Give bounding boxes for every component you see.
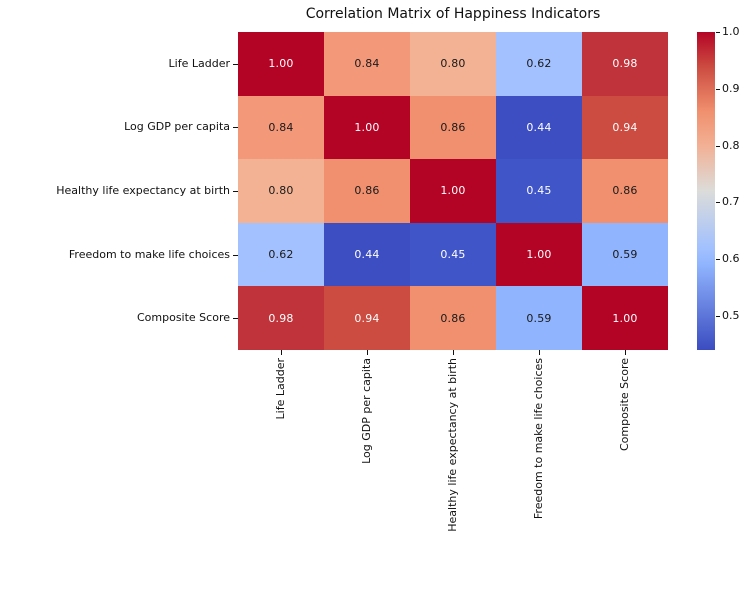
colorbar-tick-mark <box>716 202 720 204</box>
heatmap-cell: 0.84 <box>238 95 324 160</box>
cell-value: 0.86 <box>440 311 466 325</box>
heatmap-cell: 1.00 <box>410 159 496 223</box>
x-tick-mark <box>281 350 282 355</box>
colorbar-tick-mark <box>716 315 720 317</box>
cell-value: 0.62 <box>268 248 294 262</box>
heatmap-cell: 0.80 <box>238 159 324 223</box>
x-tick-mark <box>539 350 540 355</box>
colorbar-tick-label: 0.7 <box>722 195 740 209</box>
x-tick-label: Composite Score <box>618 358 631 452</box>
y-tick-mark <box>233 318 238 320</box>
heatmap-cell: 1.00 <box>496 222 582 287</box>
cell-value: 0.45 <box>440 248 466 262</box>
colorbar-tick-mark <box>716 259 720 261</box>
cell-value: 0.94 <box>612 120 638 134</box>
heatmap-cell: 0.62 <box>496 32 582 96</box>
cell-value: 0.59 <box>612 248 638 262</box>
heatmap-cell: 0.94 <box>582 95 668 160</box>
colorbar-tick-label: 0.9 <box>722 81 740 95</box>
colorbar-tick-label: 1.0 <box>722 25 740 38</box>
cell-value: 0.44 <box>526 120 552 134</box>
x-tick-label: Life Ladder <box>274 358 287 420</box>
cell-value: 0.59 <box>526 311 552 325</box>
heatmap-cell: 0.86 <box>410 286 496 350</box>
heatmap-cell: 1.00 <box>238 32 324 96</box>
y-tick-mark <box>233 127 238 129</box>
heatmap-cell: 0.80 <box>410 32 496 96</box>
heatmap-cell: 0.84 <box>324 32 410 96</box>
cell-value: 0.84 <box>354 57 380 71</box>
x-tick-mark <box>453 350 454 355</box>
heatmap-cell: 0.45 <box>496 159 582 223</box>
cell-value: 0.80 <box>440 57 466 71</box>
heatmap-cell: 0.86 <box>324 159 410 223</box>
heatmap-cell: 0.86 <box>410 95 496 160</box>
heatmap-cell: 0.59 <box>496 286 582 350</box>
colorbar-tick-label: 0.5 <box>722 308 740 322</box>
y-tick-mark <box>233 254 238 256</box>
cell-value: 1.00 <box>526 248 552 262</box>
y-tick-mark <box>233 63 238 65</box>
cell-value: 1.00 <box>354 120 380 134</box>
cell-value: 0.94 <box>354 311 380 325</box>
cell-value: 0.86 <box>354 184 380 198</box>
heatmap-cell: 0.44 <box>324 222 410 287</box>
y-tick-label: Composite Score <box>136 311 230 325</box>
heatmap-cell: 0.86 <box>582 159 668 223</box>
colorbar-tick-label: 0.8 <box>722 138 740 152</box>
chart-title: Correlation Matrix of Happiness Indicato… <box>305 6 601 22</box>
y-tick-label: Freedom to make life choices <box>68 247 230 261</box>
colorbar <box>697 32 715 350</box>
cell-value: 0.44 <box>354 248 380 262</box>
cell-value: 1.00 <box>612 311 638 325</box>
x-tick-label: Healthy life expectancy at birth <box>446 358 459 532</box>
y-tick-label: Healthy life expectancy at birth <box>56 184 230 197</box>
heatmap-cell: 0.44 <box>496 95 582 160</box>
cell-value: 0.45 <box>526 184 552 198</box>
y-tick-mark <box>233 191 238 192</box>
cell-value: 0.86 <box>612 184 638 198</box>
cell-value: 0.80 <box>268 184 294 198</box>
colorbar-tick-mark <box>716 32 720 33</box>
cell-value: 1.00 <box>268 57 294 71</box>
colorbar-tick-mark <box>716 88 720 90</box>
heatmap-cell: 0.98 <box>582 32 668 96</box>
heatmap-cell: 0.98 <box>238 286 324 350</box>
heatmap-cell: 0.45 <box>410 222 496 287</box>
cell-value: 0.62 <box>526 57 552 71</box>
heatmap-cell: 0.62 <box>238 222 324 287</box>
x-tick-label: Log GDP per capita <box>360 358 373 464</box>
cell-value: 0.86 <box>440 120 466 134</box>
x-tick-mark <box>625 350 626 355</box>
cell-value: 0.98 <box>612 57 638 71</box>
cell-value: 1.00 <box>440 184 466 198</box>
heatmap-cell: 1.00 <box>582 286 668 350</box>
cell-value: 0.84 <box>268 120 294 134</box>
x-tick-mark <box>367 350 368 355</box>
cell-value: 0.98 <box>268 311 294 325</box>
colorbar-tick-mark <box>716 145 720 147</box>
heatmap-cell: 1.00 <box>324 95 410 160</box>
x-tick-label: Freedom to make life choices <box>532 358 545 520</box>
heatmap-cell: 0.94 <box>324 286 410 350</box>
colorbar-tick-label: 0.6 <box>722 252 740 266</box>
y-tick-label: Life Ladder <box>168 56 230 70</box>
y-tick-label: Log GDP per capita <box>124 120 230 134</box>
heatmap-cell: 0.59 <box>582 222 668 287</box>
